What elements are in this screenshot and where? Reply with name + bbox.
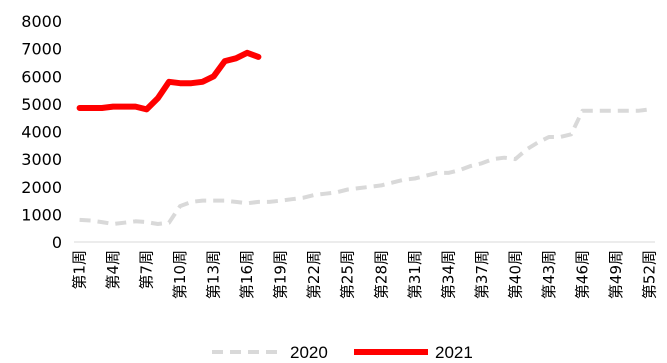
- x-tick-label: 第31周: [406, 250, 424, 299]
- x-tick-label: 第28周: [372, 250, 390, 299]
- legend-label-2021: 2021: [435, 343, 473, 362]
- y-tick-label: 2000: [21, 178, 62, 197]
- x-tick-label: 第37周: [473, 250, 491, 299]
- series-line-2021: [76, 49, 262, 113]
- series-layer: [76, 49, 650, 226]
- x-tick-label: 第34周: [439, 250, 457, 299]
- y-tick-label: 3000: [21, 150, 62, 169]
- x-tick-label: 第1周: [71, 250, 89, 290]
- x-tick-label: 第43周: [540, 250, 558, 299]
- y-axis-tick-labels: 0 1000 2000 3000 4000 5000 6000 7000 8000: [21, 12, 62, 252]
- legend: 2020 2021: [212, 343, 473, 362]
- x-tick-label: 第40周: [506, 250, 524, 299]
- x-tick-label: 第49周: [607, 250, 625, 299]
- x-tick-label: 第22周: [305, 250, 323, 299]
- x-tick-label: 第16周: [238, 250, 256, 299]
- y-tick-label: 4000: [21, 123, 62, 142]
- series-line-2020: [79, 107, 650, 226]
- x-axis-tick-labels: 第1周 第4周 第7周 第10周 第13周 第16周 第19周 第22周 第25周 第28周 第31…: [71, 250, 659, 299]
- x-tick-label: 第13周: [205, 250, 223, 299]
- x-tick-label: 第7周: [138, 250, 156, 290]
- y-tick-label: 5000: [21, 95, 62, 114]
- y-tick-label: 8000: [21, 12, 62, 31]
- legend-label-2020: 2020: [290, 343, 328, 362]
- x-tick-label: 第19周: [272, 250, 290, 299]
- y-tick-label: 1000: [21, 205, 62, 224]
- x-tick-label: 第46周: [573, 250, 591, 299]
- y-tick-label: 6000: [21, 67, 62, 86]
- x-tick-label: 第10周: [171, 250, 189, 299]
- y-tick-label: 7000: [21, 40, 62, 59]
- x-tick-label: 第4周: [104, 250, 122, 290]
- y-tick-label: 0: [52, 233, 62, 252]
- x-tick-label: 第52周: [640, 250, 658, 299]
- x-tick-label: 第25周: [339, 250, 357, 299]
